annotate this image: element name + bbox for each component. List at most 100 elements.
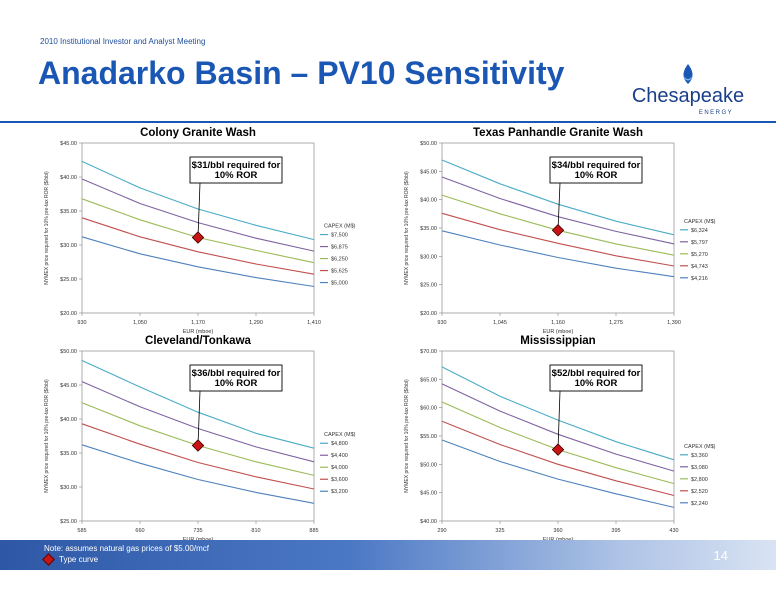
y-tick-label: $35.00 xyxy=(420,226,437,232)
y-tick-label: $25.00 xyxy=(60,277,77,283)
chart-colony-granite-wash: Colony Granite Wash $20.00 $25.00 $30.00 $35… xyxy=(44,127,356,335)
logo-subtext: ENERGY xyxy=(699,110,733,116)
legend-label: $2,520 xyxy=(691,489,708,495)
y-tick-label: $30.00 xyxy=(60,485,77,491)
y-tick-label: $20.00 xyxy=(60,311,77,317)
callout-leader xyxy=(557,390,561,450)
legend-label: $6,324 xyxy=(691,228,708,234)
y-tick-label: $35.00 xyxy=(60,451,77,457)
type-curve-legend: Type curve xyxy=(42,553,98,566)
legend-title: CAPEX (M$) xyxy=(324,432,356,438)
callout-text: $36/bbl required for 10% ROR xyxy=(192,368,281,389)
legend-label: $4,000 xyxy=(331,465,348,471)
x-tick-label: 585 xyxy=(77,528,86,534)
chart-title: Texas Panhandle Granite Wash xyxy=(473,127,643,139)
legend-label: $5,625 xyxy=(331,269,348,275)
series-line-1 xyxy=(81,381,315,463)
chart-mississippian: Mississippian $40.00 $45.00 $50.00 $55.00 $60… xyxy=(404,335,716,543)
y-tick-label: $40.00 xyxy=(60,175,77,181)
legend-label: $6,875 xyxy=(331,245,348,251)
callout-text: $52/bbl required for 10% ROR xyxy=(552,368,641,389)
x-tick-label: 1,390 xyxy=(667,320,681,326)
x-tick-label: 930 xyxy=(437,320,446,326)
x-tick-label: 325 xyxy=(495,528,504,534)
type-curve-point xyxy=(551,443,565,456)
y-tick-label: $20.00 xyxy=(420,311,437,317)
legend-title: CAPEX (M$) xyxy=(684,219,716,225)
legend-label: $7,500 xyxy=(331,233,348,239)
footnote: Note: assumes natural gas prices of $5.0… xyxy=(44,544,209,553)
x-tick-label: 660 xyxy=(135,528,144,534)
legend-label: $6,250 xyxy=(331,257,348,263)
chesapeake-logo: Chesapeake ENERGY xyxy=(632,64,744,116)
series-line-4 xyxy=(81,444,315,504)
type-curve-point xyxy=(191,439,205,452)
legend-label: $3,080 xyxy=(691,465,708,471)
y-tick-label: $65.00 xyxy=(420,377,437,383)
callout-box xyxy=(189,364,283,392)
x-tick-label: 360 xyxy=(553,528,562,534)
legend-label: $2,800 xyxy=(691,477,708,483)
type-curve-point xyxy=(191,231,205,244)
chart-cleveland-tonkawa: Cleveland/Tonkawa $25.00 $30.00 $35.00 $40.0… xyxy=(44,335,356,543)
legend-label: $5,270 xyxy=(691,252,708,258)
y-tick-label: $50.00 xyxy=(420,462,437,468)
y-tick-label: $50.00 xyxy=(60,349,77,355)
chart-title: Cleveland/Tonkawa xyxy=(145,335,251,347)
callout-box xyxy=(189,156,283,184)
callout-leader xyxy=(197,182,201,238)
y-axis-label: NYMEX price required for 10% pre-tax ROR… xyxy=(44,171,50,285)
legend-label: $4,743 xyxy=(691,264,708,270)
callout-leader xyxy=(557,182,561,231)
y-tick-label: $70.00 xyxy=(420,349,437,355)
legend-label: $3,600 xyxy=(331,477,348,483)
x-tick-label: 1,290 xyxy=(249,320,263,326)
series-line-4 xyxy=(81,236,315,288)
logo-text: Chesapeake xyxy=(632,85,744,107)
title-divider xyxy=(0,121,776,123)
legend-label: $2,240 xyxy=(691,501,708,507)
x-tick-label: 810 xyxy=(251,528,260,534)
y-tick-label: $45.00 xyxy=(60,383,77,389)
x-tick-label: 395 xyxy=(611,528,620,534)
series-line-0 xyxy=(81,359,315,449)
callout-box xyxy=(549,364,643,392)
y-tick-label: $55.00 xyxy=(420,434,437,440)
series-line-1 xyxy=(81,178,315,252)
series-line-3 xyxy=(441,420,675,497)
callout-leader xyxy=(197,390,201,446)
series-line-0 xyxy=(441,366,675,461)
series-line-3 xyxy=(81,217,315,275)
y-tick-label: $30.00 xyxy=(420,254,437,260)
y-tick-label: $50.00 xyxy=(420,141,437,147)
series-line-3 xyxy=(81,423,315,490)
series-line-1 xyxy=(441,383,675,472)
y-tick-label: $40.00 xyxy=(420,519,437,525)
y-tick-label: $40.00 xyxy=(60,417,77,423)
y-tick-label: $40.00 xyxy=(420,198,437,204)
y-axis-label: NYMEX price required for 10% pre-tax ROR… xyxy=(404,171,410,285)
type-curve-marker-icon xyxy=(42,553,55,566)
y-tick-label: $45.00 xyxy=(420,169,437,175)
footer-bar xyxy=(0,540,776,570)
x-axis-label: EUR (mboe) xyxy=(543,329,574,335)
series-line-3 xyxy=(441,212,675,267)
callout-box xyxy=(549,156,643,184)
legend-label: $5,797 xyxy=(691,240,708,246)
x-tick-label: 1,170 xyxy=(191,320,205,326)
x-tick-label: 735 xyxy=(193,528,202,534)
x-tick-label: 1,275 xyxy=(609,320,623,326)
y-tick-label: $25.00 xyxy=(420,283,437,289)
y-axis-label: NYMEX price required for 10% pre-tax ROR… xyxy=(404,379,410,493)
x-tick-label: 885 xyxy=(309,528,318,534)
x-tick-label: 290 xyxy=(437,528,446,534)
page-number: 14 xyxy=(713,548,728,563)
meeting-caption: 2010 Institutional Investor and Analyst … xyxy=(40,37,206,46)
legend-label: $4,400 xyxy=(331,453,348,459)
series-line-0 xyxy=(81,160,315,241)
legend-label: $4,216 xyxy=(691,276,708,282)
chart-texas-panhandle-granite-wash: Texas Panhandle Granite Wash $20.00 $25.00… xyxy=(404,127,716,335)
type-curve-point xyxy=(551,224,565,237)
series-line-4 xyxy=(441,230,675,278)
series-line-1 xyxy=(441,176,675,245)
